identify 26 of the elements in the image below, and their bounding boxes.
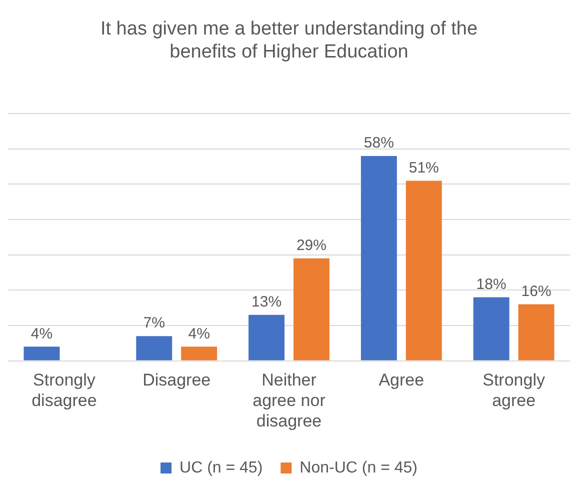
data-label: 51% xyxy=(408,159,439,176)
bar xyxy=(406,180,442,360)
bar xyxy=(24,346,60,360)
data-label: 7% xyxy=(143,314,165,332)
bar xyxy=(518,304,554,360)
data-label: 4% xyxy=(188,325,210,342)
data-label: 58% xyxy=(364,134,394,152)
bar xyxy=(473,297,510,360)
x-tick-label: Strongly agree xyxy=(482,370,546,410)
bar xyxy=(360,156,397,360)
x-tick-label: Agree xyxy=(378,370,424,390)
data-label: 16% xyxy=(521,282,552,300)
data-label: 29% xyxy=(296,237,326,254)
legend-label: Non-UC (n = 45) xyxy=(300,459,418,476)
bar xyxy=(248,314,285,360)
x-tick-label: Disagree xyxy=(142,370,211,390)
data-label: 13% xyxy=(252,294,282,311)
bar xyxy=(136,336,172,360)
chart-title: It has given me a better understanding of the benefits of Higher Education xyxy=(100,18,478,62)
bar xyxy=(293,258,330,360)
data-label: 18% xyxy=(476,276,506,293)
x-tick-label: Neither agree nor disagree xyxy=(252,370,326,430)
legend-label: UC (n = 45) xyxy=(180,459,263,476)
data-label: 4% xyxy=(30,325,53,342)
x-tick-label: Strongly disagree xyxy=(32,370,97,410)
bar xyxy=(181,346,218,360)
